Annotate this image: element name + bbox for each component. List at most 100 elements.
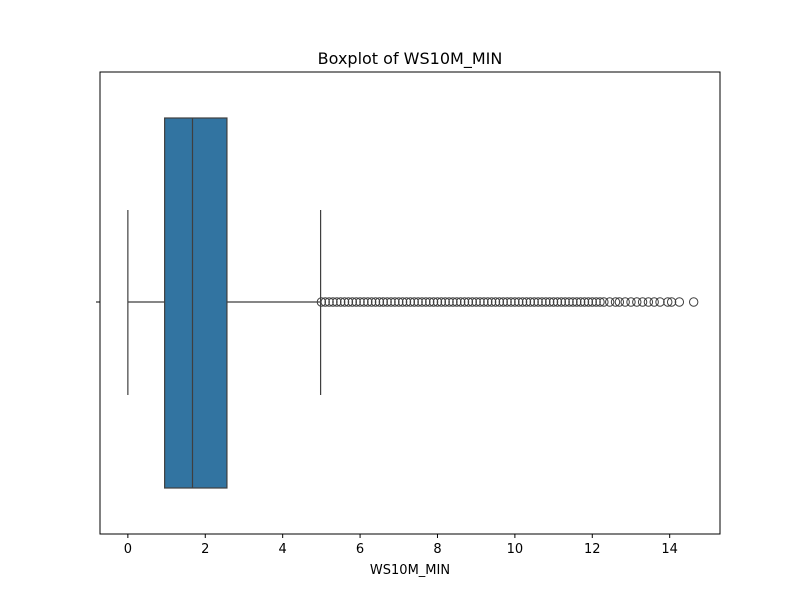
- outlier-point: [494, 297, 505, 307]
- outlier-point: [637, 297, 648, 307]
- outlier-point: [620, 297, 630, 307]
- outlier-point: [444, 297, 454, 307]
- outlier-point: [674, 297, 685, 307]
- outlier-point: [409, 297, 419, 307]
- outlier-point: [514, 297, 524, 307]
- outlier-point: [521, 297, 532, 307]
- outlier-point: [455, 297, 466, 307]
- outlier-point: [347, 297, 358, 307]
- outlier-point: [440, 297, 450, 307]
- outlier-point: [370, 297, 381, 307]
- outlier-point: [506, 297, 516, 307]
- outlier-point: [529, 297, 539, 307]
- x-tick-label: 6: [356, 542, 364, 557]
- outlier-point: [467, 297, 478, 307]
- outlier-point: [374, 297, 385, 307]
- outlier-point: [575, 297, 586, 307]
- outlier-point: [556, 297, 567, 307]
- outlier-point: [448, 297, 458, 307]
- outlier-point: [587, 297, 597, 307]
- outlier-point: [343, 297, 354, 307]
- outlier-point: [498, 297, 508, 307]
- outlier-point: [355, 297, 365, 307]
- outlier-point: [390, 297, 400, 307]
- outlier-point: [366, 297, 377, 307]
- outlier-point: [490, 297, 501, 307]
- outlier-point: [614, 297, 625, 307]
- outlier-point: [579, 297, 590, 307]
- plot-area-frame: [99, 71, 721, 535]
- outlier-point: [401, 297, 412, 307]
- outlier-point: [324, 297, 334, 307]
- outlier-point: [332, 297, 342, 307]
- outlier-point: [502, 297, 512, 307]
- outlier-point: [583, 297, 594, 307]
- outlier-point: [525, 297, 536, 307]
- outlier-point: [591, 297, 601, 307]
- outlier-point: [471, 297, 481, 307]
- outlier-point: [663, 297, 673, 307]
- outlier-point: [688, 297, 699, 307]
- outlier-point: [413, 297, 423, 307]
- outlier-point: [452, 297, 462, 307]
- outlier-point: [564, 297, 574, 307]
- x-tick-label: 0: [124, 542, 132, 557]
- outlier-point: [548, 297, 559, 307]
- outlier-point: [533, 297, 543, 307]
- outlier-point: [610, 297, 621, 307]
- outlier-point: [405, 297, 416, 307]
- x-tick-label: 10: [507, 542, 524, 557]
- outlier-point: [382, 297, 392, 307]
- outlier-point: [595, 297, 605, 307]
- outlier-point: [336, 297, 346, 307]
- outlier-point: [351, 297, 361, 307]
- outlier-point: [436, 297, 447, 307]
- outlier-point: [599, 297, 609, 307]
- outlier-point: [666, 297, 677, 307]
- iqr-box: [164, 117, 228, 489]
- outlier-point: [483, 297, 493, 307]
- outlier-point: [428, 297, 439, 307]
- outlier-point: [643, 297, 654, 307]
- outlier-point: [572, 297, 582, 307]
- outliers-group: [316, 297, 699, 307]
- outlier-point: [432, 297, 443, 307]
- x-tick-label: 12: [584, 542, 601, 557]
- outlier-point: [479, 297, 489, 307]
- box-group: [127, 117, 322, 489]
- outlier-point: [517, 297, 528, 307]
- outlier-point: [459, 297, 470, 307]
- outlier-point: [552, 297, 563, 307]
- outlier-point: [545, 297, 555, 307]
- x-tick-label: 8: [433, 542, 441, 557]
- outlier-point: [359, 297, 369, 307]
- outlier-point: [394, 297, 404, 307]
- outlier-point: [632, 297, 642, 307]
- outlier-point: [417, 297, 427, 307]
- x-tick-label: 14: [661, 542, 678, 557]
- x-tick-label: 2: [201, 542, 209, 557]
- outlier-point: [568, 297, 578, 307]
- outlier-point: [463, 297, 474, 307]
- chart-title: Boxplot of WS10M_MIN: [318, 49, 503, 69]
- outlier-point: [486, 297, 497, 307]
- outlier-point: [510, 297, 520, 307]
- outlier-point: [425, 297, 435, 307]
- outlier-point: [655, 297, 665, 307]
- outlier-point: [339, 297, 350, 307]
- x-axis: 0 2 4 6 8 10 12 14: [124, 534, 678, 557]
- outlier-point: [421, 297, 431, 307]
- outlier-point: [475, 297, 485, 307]
- outlier-point: [397, 297, 408, 307]
- outlier-point: [537, 297, 547, 307]
- outlier-point: [560, 297, 570, 307]
- outlier-point: [541, 297, 551, 307]
- outlier-point: [328, 297, 338, 307]
- outlier-point: [649, 297, 659, 307]
- x-tick-label: 4: [279, 542, 287, 557]
- outlier-point: [363, 297, 373, 307]
- outlier-point: [605, 297, 615, 307]
- outlier-point: [378, 297, 388, 307]
- outlier-point: [386, 297, 396, 307]
